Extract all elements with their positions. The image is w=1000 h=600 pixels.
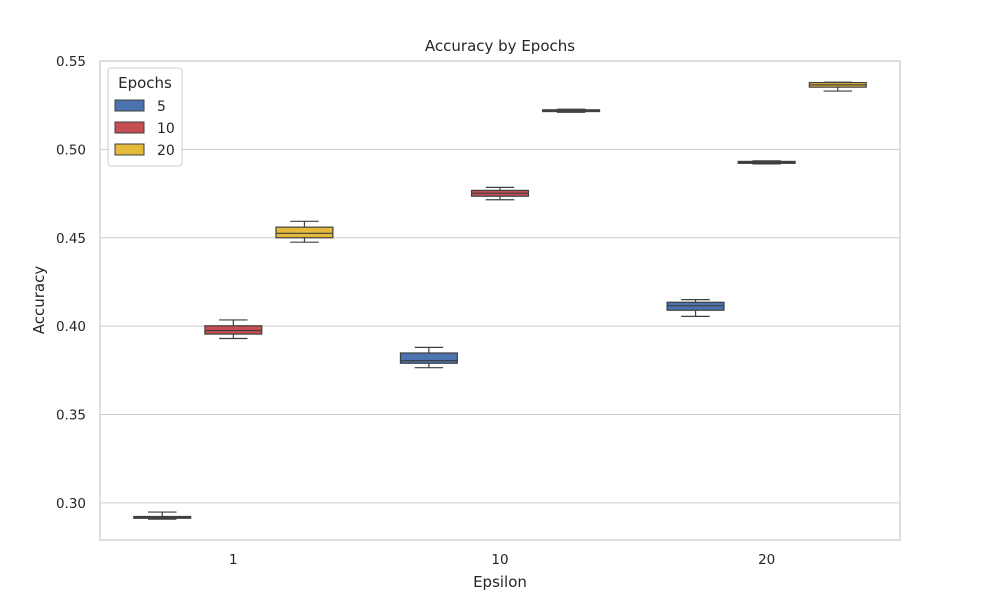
- plot-background: [100, 61, 900, 540]
- legend: Epochs 5 10 20: [107, 67, 183, 167]
- box-series-10-epsilon-20: [737, 160, 796, 165]
- legend-label: 10: [157, 121, 175, 137]
- box-series-5-epsilon-10: [399, 346, 458, 369]
- box-iqr: [204, 325, 263, 335]
- x-tick-label: 1: [229, 552, 238, 568]
- y-tick-label: 0.50: [56, 142, 86, 158]
- legend-label: 20: [157, 143, 175, 159]
- legend-swatch: [114, 99, 145, 112]
- box-series-10-epsilon-1: [204, 319, 263, 340]
- legend-swatch: [114, 121, 145, 134]
- x-tick-label: 10: [491, 552, 508, 568]
- box-series-5-epsilon-20: [666, 299, 725, 318]
- box-series-20-epsilon-20: [808, 81, 867, 92]
- y-tick-label: 0.40: [56, 319, 86, 335]
- legend-label: 5: [157, 99, 166, 115]
- y-tick-label: 0.55: [56, 54, 86, 70]
- y-tick-label: 0.30: [56, 496, 86, 512]
- y-tick-label: 0.35: [56, 408, 86, 424]
- y-axis-label: Accuracy: [30, 266, 48, 335]
- plot-frame: [99, 60, 901, 541]
- legend-title: Epochs: [118, 74, 172, 92]
- legend-swatch: [114, 143, 145, 156]
- x-axis-label: Epsilon: [473, 573, 527, 591]
- box-series: [133, 81, 867, 520]
- box-iqr: [399, 352, 458, 364]
- box-series-20-epsilon-1: [275, 220, 334, 243]
- x-tick-label: 20: [758, 552, 775, 568]
- box-series-5-epsilon-1: [133, 511, 192, 520]
- x-tick-labels: 1 10 20: [229, 552, 775, 568]
- y-tick-labels: 0.30 0.35 0.40 0.45 0.50 0.55: [56, 54, 86, 512]
- chart-title: Accuracy by Epochs: [425, 37, 575, 55]
- box-series-20-epsilon-10: [542, 108, 601, 113]
- legend-frame: [107, 67, 183, 167]
- box-series-10-epsilon-10: [470, 186, 530, 201]
- y-tick-label: 0.45: [56, 231, 86, 247]
- box-iqr: [275, 226, 334, 239]
